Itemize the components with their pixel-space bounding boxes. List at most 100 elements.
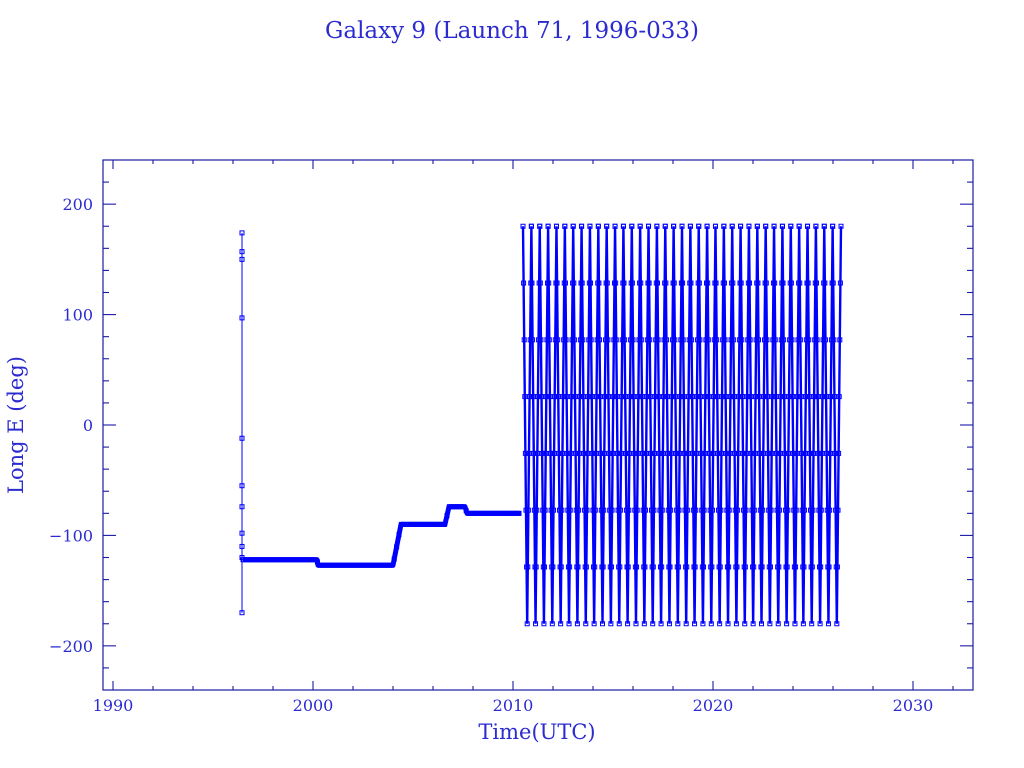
data-point — [760, 450, 766, 456]
data-point — [543, 450, 549, 456]
data-point — [595, 223, 601, 229]
data-point — [684, 507, 690, 513]
data-point — [764, 394, 770, 400]
data-point — [751, 507, 757, 513]
data-point — [819, 450, 825, 456]
data-point — [641, 621, 647, 627]
data-point — [802, 507, 808, 513]
data-point — [239, 543, 245, 549]
data-point — [530, 394, 536, 400]
data-point — [580, 394, 586, 400]
data-point — [576, 507, 582, 513]
x-tick-label: 2020 — [693, 696, 734, 715]
data-point — [239, 256, 245, 262]
data-point — [837, 280, 843, 286]
data-point — [654, 280, 660, 286]
data-point — [633, 621, 639, 627]
data-point — [822, 337, 828, 343]
data-point — [733, 621, 739, 627]
data-point — [712, 223, 718, 229]
data-point — [831, 337, 837, 343]
data-point — [718, 450, 724, 456]
data-point — [537, 223, 543, 229]
data-point — [537, 280, 543, 286]
data-point — [776, 507, 782, 513]
data-point — [583, 564, 589, 570]
data-point — [580, 337, 586, 343]
data-point — [646, 280, 652, 286]
data-point — [239, 435, 245, 441]
data-point — [526, 450, 532, 456]
data-point — [834, 564, 840, 570]
data-point — [781, 394, 787, 400]
data-point — [612, 223, 618, 229]
data-point — [659, 507, 665, 513]
data-point — [239, 504, 245, 510]
data-point — [709, 507, 715, 513]
data-point — [714, 394, 720, 400]
data-point — [668, 507, 674, 513]
data-point — [545, 223, 551, 229]
data-point — [597, 337, 603, 343]
data-point — [616, 621, 622, 627]
data-point — [620, 223, 626, 229]
data-point — [704, 223, 710, 229]
data-point — [600, 564, 606, 570]
data-point — [750, 621, 756, 627]
data-point — [738, 223, 744, 229]
data-point — [689, 337, 695, 343]
data-point — [533, 621, 539, 627]
data-point — [689, 394, 695, 400]
data-point — [658, 621, 664, 627]
data-point — [767, 621, 773, 627]
data-point — [655, 337, 661, 343]
data-point — [541, 621, 547, 627]
data-point — [706, 394, 712, 400]
data-point — [604, 223, 610, 229]
chart-title: Galaxy 9 (Launch 71, 1996-033) — [325, 18, 699, 44]
data-point — [563, 337, 569, 343]
data-point — [592, 564, 598, 570]
data-point — [562, 280, 568, 286]
data-point — [571, 280, 577, 286]
data-point — [759, 564, 765, 570]
data-point — [675, 621, 681, 627]
data-point — [784, 621, 790, 627]
data-point — [721, 280, 727, 286]
data-point — [584, 507, 590, 513]
data-point — [800, 621, 806, 627]
data-point — [593, 450, 599, 456]
x-tick-label: 2010 — [493, 696, 534, 715]
data-point — [738, 280, 744, 286]
data-point — [631, 394, 637, 400]
data-point — [818, 564, 824, 570]
data-point — [520, 223, 526, 229]
data-point — [826, 564, 832, 570]
data-point — [239, 230, 245, 236]
data-point — [806, 337, 812, 343]
data-point — [763, 280, 769, 286]
data-point — [614, 394, 620, 400]
data-point — [579, 223, 585, 229]
data-point — [764, 337, 770, 343]
data-point — [805, 223, 811, 229]
data-point — [546, 280, 552, 286]
data-point — [664, 394, 670, 400]
data-point — [687, 223, 693, 229]
data-point — [831, 394, 837, 400]
y-tick-label: −100 — [49, 526, 93, 545]
data-point — [617, 564, 623, 570]
data-point — [746, 223, 752, 229]
data-point — [442, 521, 448, 527]
data-point — [394, 544, 400, 550]
data-point — [638, 280, 644, 286]
data-point — [613, 280, 619, 286]
data-point — [809, 621, 815, 627]
data-point — [667, 564, 673, 570]
data-point — [587, 223, 593, 229]
data-point — [813, 223, 819, 229]
data-point — [643, 507, 649, 513]
data-point — [562, 223, 568, 229]
data-point — [601, 450, 607, 456]
data-point — [810, 507, 816, 513]
